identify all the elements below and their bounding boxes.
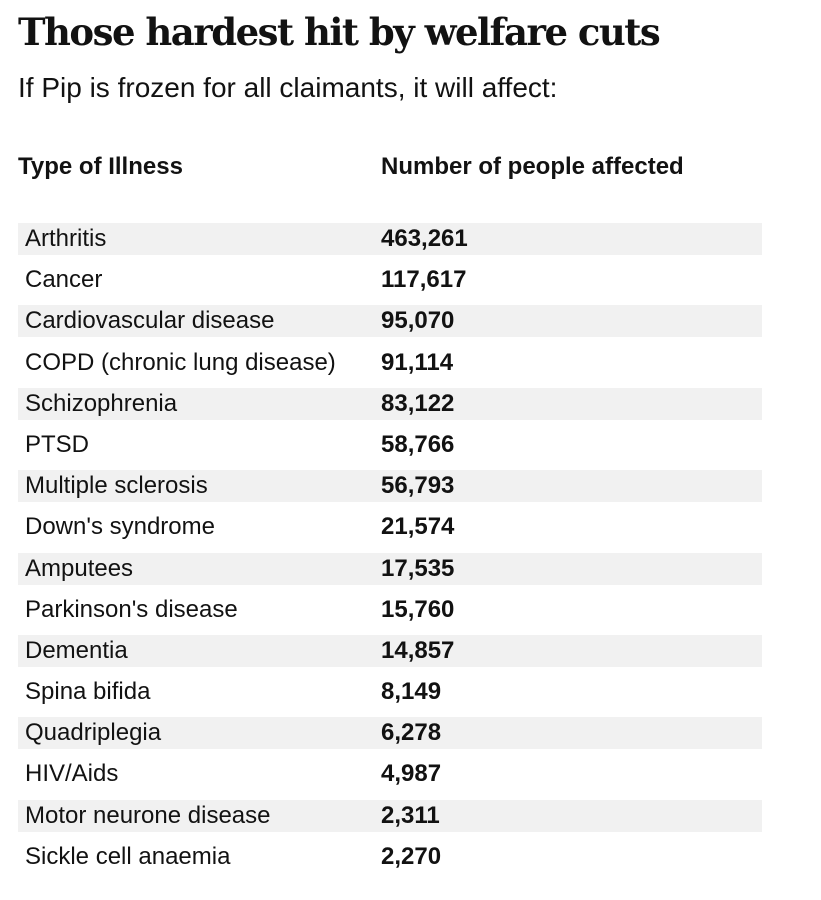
cell-illness: Spina bifida (25, 678, 151, 706)
cell-illness: COPD (chronic lung disease) (25, 348, 336, 376)
table-row: Schizophrenia 83,122 (18, 387, 762, 429)
row-background (18, 717, 762, 750)
page-subtitle: If Pip is frozen for all claimants, it w… (18, 72, 558, 103)
table-row: PTSD 58,766 (18, 429, 762, 470)
row-background (18, 305, 762, 338)
cell-illness: Cardiovascular disease (25, 307, 275, 335)
cell-illness: Sickle cell anaemia (25, 842, 231, 870)
table-row: Multiple sclerosis 56,793 (18, 470, 762, 511)
row-background (18, 387, 762, 420)
cell-number: 2,270 (381, 842, 442, 870)
cell-number: 95,070 (381, 307, 455, 335)
cell-number: 58,766 (381, 430, 455, 458)
table-row: Spina bifida 8,149 (18, 676, 762, 717)
illness-table: Arthritis 463,261 Cancer 117,617 Cardiovascu… (18, 223, 762, 882)
cell-illness: Dementia (25, 636, 128, 664)
cell-number: 8,149 (381, 678, 442, 706)
cell-illness: Parkinson's disease (25, 595, 238, 623)
cell-illness: Down's syndrome (25, 513, 215, 541)
cell-illness: Amputees (25, 554, 134, 582)
cell-number: 17,535 (381, 554, 455, 582)
cell-illness: Arthritis (25, 225, 107, 252)
cell-illness: Schizophrenia (25, 389, 178, 417)
table-row: Quadriplegia 6,278 (18, 717, 762, 758)
header-illness: Type of Illness (18, 153, 183, 180)
table-row: HIV/Aids 4,987 (18, 758, 762, 799)
table-row: COPD (chronic lung disease) 91,114 (18, 347, 762, 388)
table-row: Sickle cell anaemia 2,270 (18, 841, 762, 882)
table-row: Arthritis 463,261 (18, 223, 762, 264)
cell-number: 117,617 (381, 266, 467, 294)
cell-number: 2,311 (381, 801, 440, 829)
table-row: Amputees 17,535 (18, 552, 762, 594)
table-row: Motor neurone disease 2,311 (18, 799, 762, 841)
row-background (18, 634, 762, 667)
table-row: Down's syndrome 21,574 (18, 511, 762, 552)
page-title: Those hardest hit by welfare cuts (18, 10, 661, 54)
header-number: Number of people affected (381, 153, 684, 180)
cell-illness: Multiple sclerosis (25, 472, 208, 500)
cell-illness: Cancer (25, 266, 103, 294)
cell-number: 83,122 (381, 389, 455, 417)
cell-illness: PTSD (25, 430, 90, 458)
cell-number: 91,114 (381, 348, 454, 376)
cell-number: 6,278 (381, 719, 442, 747)
cell-number: 21,574 (381, 513, 455, 541)
table-row: Dementia 14,857 (18, 634, 762, 676)
cell-illness: HIV/Aids (25, 760, 119, 788)
cell-number: 463,261 (381, 225, 468, 252)
row-background (18, 799, 762, 832)
cell-illness: Motor neurone disease (25, 801, 271, 829)
table-row: Parkinson's disease 15,760 (18, 594, 762, 635)
cell-number: 4,987 (381, 760, 442, 788)
cell-number: 15,760 (381, 595, 455, 623)
table-header: Type of Illness Number of people affecte… (18, 150, 778, 184)
row-background (18, 223, 762, 255)
table-row: Cardiovascular disease 95,070 (18, 305, 762, 346)
row-background (18, 552, 762, 585)
cell-number: 56,793 (381, 472, 455, 500)
table-row: Cancer 117,617 (18, 264, 762, 305)
row-background (18, 470, 762, 503)
cell-illness: Quadriplegia (25, 719, 162, 747)
cell-number: 14,857 (381, 636, 455, 664)
